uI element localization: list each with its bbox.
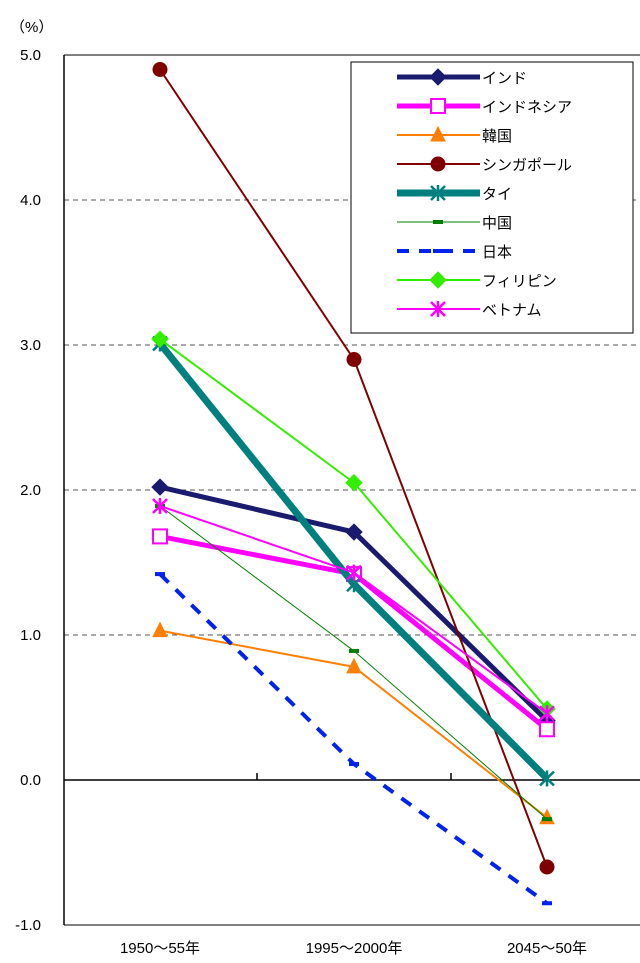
y-tick-label: -1.0 (15, 917, 41, 934)
tick-labels: 5.0 4.0 3.0 2.0 1.0 0.0 -1.0 1950～55年 1995～2000年… (15, 47, 587, 957)
data-point (433, 220, 443, 224)
data-point (542, 901, 552, 906)
series-6 (155, 572, 552, 906)
data-point (539, 808, 555, 825)
legend-label: 日本 (482, 244, 512, 261)
legend-label: インド (482, 70, 527, 87)
data-point (542, 817, 552, 822)
legend-label: 韓国 (482, 128, 512, 145)
data-point (430, 125, 446, 142)
data-point (346, 657, 362, 674)
legend-label: フィリピン (482, 273, 557, 290)
y-tick-label: 5.0 (20, 47, 41, 64)
x-tick-label: 1950～55年 (120, 940, 200, 957)
x-tick-label: 2045～50年 (507, 940, 587, 957)
data-point (539, 705, 555, 722)
x-tick-label: 1995～2000年 (306, 940, 403, 957)
series-0 (151, 478, 556, 730)
data-point (430, 301, 446, 317)
data-point (152, 62, 168, 77)
data-point (346, 564, 362, 581)
legend-entry: シンガポール (397, 156, 572, 174)
data-point (429, 68, 447, 86)
data-point (430, 98, 446, 114)
legend-label: 中国 (482, 215, 512, 232)
data-point (539, 859, 555, 875)
legend-entry: インドネシア (397, 98, 572, 116)
y-tick-label: 0.0 (20, 772, 41, 789)
data-point (155, 572, 165, 577)
data-point (539, 721, 555, 738)
data-point (345, 523, 363, 541)
series-1 (152, 528, 555, 738)
data-point (345, 474, 363, 492)
data-point (346, 352, 362, 367)
legend-entry: ベトナム (397, 301, 542, 319)
data-point (152, 528, 168, 545)
y-tick-label: 1.0 (20, 627, 41, 644)
legend-entry: 韓国 (397, 125, 512, 145)
data-point (152, 621, 168, 638)
series-line (158, 572, 549, 905)
series-layer (151, 62, 556, 906)
series-4 (152, 335, 555, 787)
y-axis-unit-label: （%） (10, 19, 53, 36)
y-tick-label: 2.0 (20, 482, 41, 499)
y-tick-label: 3.0 (20, 337, 41, 354)
legend-label: タイ (482, 186, 512, 203)
data-point (430, 156, 446, 172)
legend-label: インドネシア (482, 99, 572, 116)
data-point (433, 249, 443, 253)
data-point (539, 770, 555, 787)
legend-label: ベトナム (482, 302, 542, 319)
data-point (430, 185, 446, 201)
legend-label: シンガポール (482, 157, 572, 174)
legend-entry: フィリピン (397, 271, 557, 290)
y-tick-label: 4.0 (20, 192, 41, 209)
data-point (152, 497, 168, 514)
data-point (151, 478, 169, 496)
legend-entry: インド (397, 68, 527, 87)
series-8 (152, 497, 555, 722)
legend-entry: 中国 (397, 215, 512, 232)
legend-entry: タイ (397, 185, 512, 203)
data-point (349, 648, 359, 653)
data-point (349, 762, 359, 767)
series-3 (152, 62, 555, 875)
legend-entry: 日本 (397, 244, 512, 261)
data-point (151, 330, 169, 348)
data-point (429, 271, 447, 289)
